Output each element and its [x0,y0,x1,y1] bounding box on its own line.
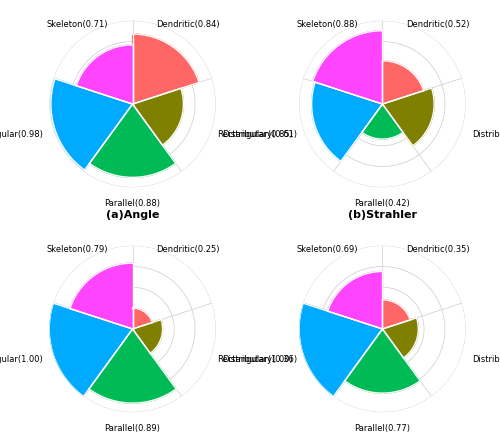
Text: Skeleton(0.71): Skeleton(0.71) [46,20,108,29]
Text: Rectangular(1.00): Rectangular(1.00) [217,354,293,363]
Polygon shape [299,303,382,396]
Text: Rectangular(0.98): Rectangular(0.98) [0,129,43,138]
Text: Parallel(0.77): Parallel(0.77) [354,423,410,432]
Polygon shape [382,89,434,147]
Polygon shape [50,303,132,396]
Text: Skeleton(0.69): Skeleton(0.69) [296,244,358,253]
Polygon shape [312,32,382,105]
Text: Parallel(0.89): Parallel(0.89) [104,423,160,432]
Polygon shape [132,320,162,353]
Polygon shape [132,35,199,105]
Title: (a)Angle: (a)Angle [106,210,159,220]
Polygon shape [132,309,152,329]
Polygon shape [382,300,410,329]
Text: Distributary(0.62): Distributary(0.62) [472,129,500,138]
Polygon shape [362,105,403,140]
Text: Distributary(0.36): Distributary(0.36) [222,354,297,363]
Text: Parallel(0.88): Parallel(0.88) [104,199,160,208]
Text: Skeleton(0.79): Skeleton(0.79) [46,244,108,253]
Title: (b)Strahler: (b)Strahler [348,210,417,220]
Text: Rectangular(0.85): Rectangular(0.85) [217,129,293,138]
Polygon shape [344,329,420,393]
Polygon shape [70,263,132,329]
Polygon shape [382,62,424,105]
Text: Distributary(0.43): Distributary(0.43) [472,354,500,363]
Text: Skeleton(0.88): Skeleton(0.88) [296,20,358,29]
Polygon shape [132,89,184,146]
Text: Distributary(0.61): Distributary(0.61) [222,129,297,138]
Text: Dendritic(0.35): Dendritic(0.35) [406,244,469,253]
Text: Dendritic(0.25): Dendritic(0.25) [156,244,220,253]
Polygon shape [76,46,132,105]
Polygon shape [89,329,176,403]
Text: Parallel(0.42): Parallel(0.42) [354,199,410,208]
Text: Dendritic(0.84): Dendritic(0.84) [156,20,220,29]
Polygon shape [51,79,132,171]
Polygon shape [90,105,176,178]
Text: Dendritic(0.52): Dendritic(0.52) [406,20,469,29]
Polygon shape [382,318,418,358]
Text: Rectangular(1.00): Rectangular(1.00) [0,354,43,363]
Polygon shape [312,83,382,162]
Polygon shape [328,272,382,329]
